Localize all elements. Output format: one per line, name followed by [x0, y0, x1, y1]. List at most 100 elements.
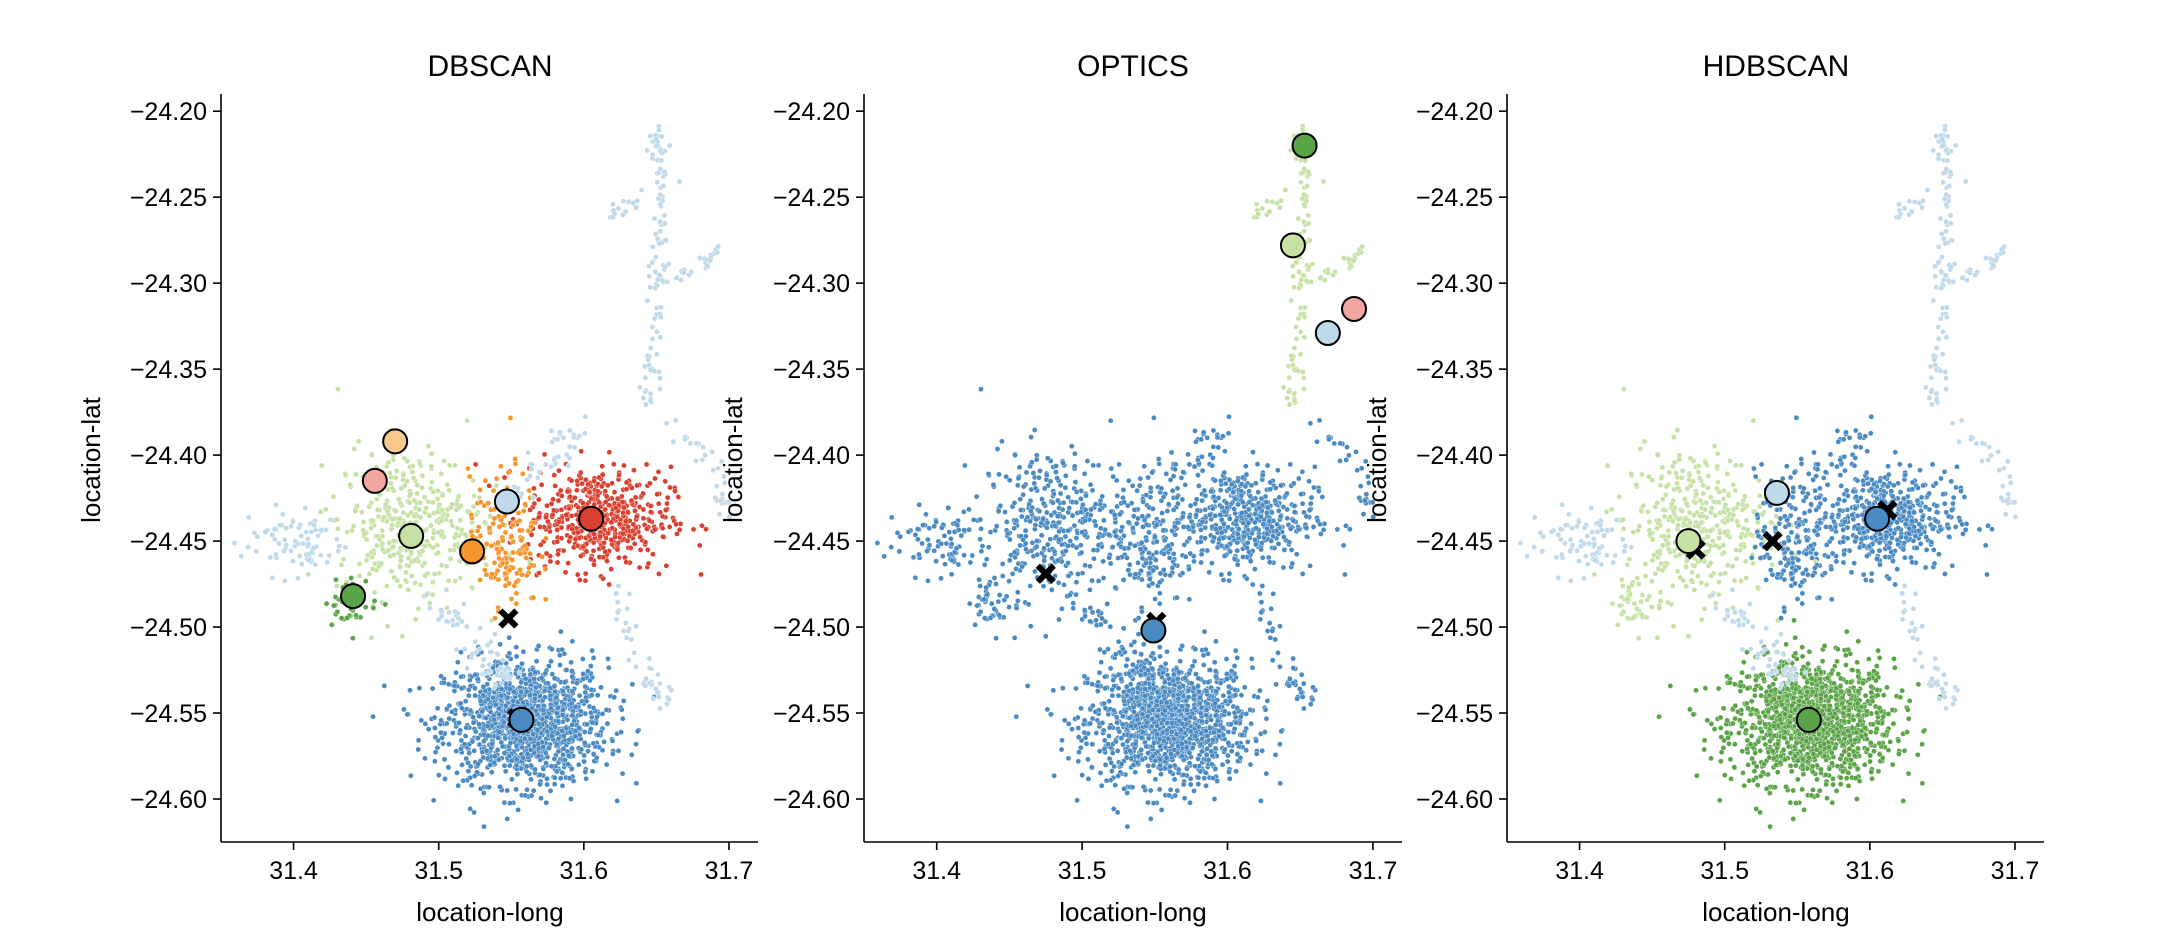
data-point: [1289, 560, 1296, 567]
data-point: [583, 548, 590, 555]
data-point: [540, 766, 547, 772]
data-point: [1198, 730, 1205, 737]
data-point: [582, 570, 589, 577]
data-point: [1047, 536, 1053, 543]
data-point: [629, 752, 635, 758]
data-point: [654, 491, 661, 498]
data-point: [1258, 514, 1264, 520]
data-point: [288, 547, 294, 554]
data-point: [1042, 485, 1048, 492]
data-point: [560, 707, 566, 713]
data-point: [488, 769, 495, 776]
data-point: [473, 511, 480, 518]
data-point: [299, 561, 305, 568]
y-tick-label: −24.30: [130, 270, 207, 298]
data-point: [634, 482, 640, 489]
data-point: [574, 571, 581, 578]
data-point: [1192, 763, 1198, 770]
data-point: [551, 683, 558, 690]
data-point: [1209, 560, 1215, 566]
data-point: [569, 722, 575, 728]
data-point: [456, 720, 462, 726]
data-point: [637, 547, 644, 553]
data-point: [1218, 529, 1225, 536]
data-point: [628, 545, 634, 551]
data-point: [1075, 725, 1082, 731]
data-point: [606, 449, 613, 456]
data-point: [623, 559, 629, 566]
data-point: [527, 671, 534, 678]
data-point: [1247, 558, 1254, 564]
data-point: [457, 575, 464, 581]
data-point: [659, 277, 666, 284]
data-point: [469, 584, 475, 591]
data-point: [1170, 692, 1177, 699]
data-point: [1020, 491, 1027, 498]
data-point: [1239, 510, 1245, 516]
data-point: [693, 440, 700, 447]
data-point: [318, 462, 325, 469]
data-point: [491, 716, 497, 723]
data-point: [371, 598, 378, 604]
data-point: [993, 523, 1000, 529]
data-point: [625, 509, 631, 516]
data-point: [1244, 540, 1251, 546]
data-point: [472, 461, 479, 468]
data-point: [1195, 472, 1201, 478]
data-point: [412, 580, 419, 586]
data-point: [547, 558, 554, 565]
data-point: [614, 609, 621, 616]
data-point: [481, 502, 488, 509]
data-point: [652, 526, 658, 533]
data-point: [543, 514, 549, 521]
data-point: [497, 463, 504, 470]
data-point: [531, 750, 537, 756]
data-point: [633, 780, 640, 787]
data-point: [1334, 526, 1341, 533]
data-point: [544, 502, 550, 509]
data-point: [538, 795, 544, 802]
data-point: [606, 664, 612, 671]
data-point: [1099, 493, 1105, 500]
data-point: [357, 614, 364, 621]
data-point: [414, 490, 421, 497]
data-point: [1107, 560, 1114, 567]
data-point: [693, 458, 699, 464]
data-point: [637, 534, 643, 540]
data-point: [576, 433, 583, 440]
data-point: [696, 542, 703, 549]
data-point: [459, 762, 465, 768]
data-point: [656, 694, 662, 700]
data-point: [1198, 559, 1204, 566]
data-point: [583, 775, 589, 782]
data-point: [554, 539, 561, 545]
data-point: [556, 467, 562, 474]
data-point: [983, 556, 990, 563]
data-point: [454, 621, 461, 628]
data-point: [312, 561, 319, 568]
data-point: [631, 650, 638, 656]
data-point: [453, 506, 460, 513]
data-point: [1259, 540, 1265, 546]
data-point: [231, 540, 238, 546]
data-point: [620, 715, 626, 722]
data-point: [523, 768, 530, 775]
data-point: [583, 698, 590, 705]
data-point: [399, 633, 406, 640]
data-point: [1264, 698, 1271, 704]
data-point: [530, 731, 536, 738]
data-point: [466, 692, 472, 699]
data-point: [1222, 448, 1228, 455]
data-point: [606, 581, 612, 588]
data-point: [1250, 449, 1256, 456]
data-point: [1130, 762, 1137, 768]
data-point: [298, 533, 305, 539]
data-point: [358, 509, 365, 515]
data-point: [563, 725, 570, 732]
data-point: [1287, 461, 1294, 468]
data-point: [1124, 823, 1131, 830]
data-point: [558, 524, 565, 531]
data-point: [664, 494, 671, 501]
data-point: [651, 368, 658, 374]
data-point: [1027, 583, 1033, 589]
